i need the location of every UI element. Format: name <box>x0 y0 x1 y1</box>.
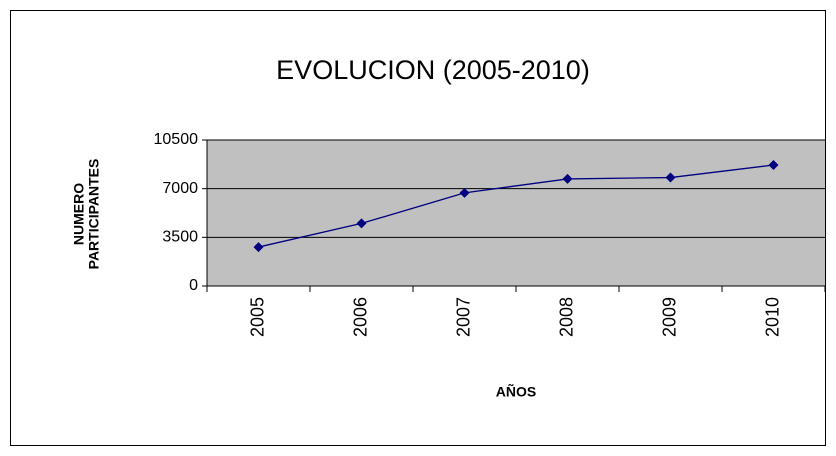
x-tick-label: 2009 <box>659 297 679 337</box>
y-tick-label: 0 <box>189 277 198 294</box>
x-tick-label: 2006 <box>350 297 370 337</box>
chart-title: EVOLUCION (2005-2010) <box>276 55 590 85</box>
x-tick-label: 2005 <box>247 297 267 337</box>
y-axis-label: PARTICIPANTES <box>86 159 102 270</box>
y-tick-label: 10500 <box>154 131 199 148</box>
x-tick-label: 2010 <box>762 297 782 337</box>
x-tick-label: 2008 <box>556 297 576 337</box>
data-point <box>768 160 779 171</box>
series-line <box>258 164 774 248</box>
data-point <box>459 187 470 198</box>
y-tick-label: 3500 <box>162 229 198 246</box>
plot-area <box>207 140 825 286</box>
data-point <box>665 172 676 183</box>
x-tick-label: 2007 <box>453 297 473 337</box>
y-axis-label: NUMERO <box>71 183 87 245</box>
x-axis-label: AÑOS <box>496 383 536 400</box>
data-point <box>356 218 367 229</box>
data-point <box>253 242 264 253</box>
y-tick-label: 7000 <box>162 180 198 197</box>
data-point <box>562 173 573 184</box>
